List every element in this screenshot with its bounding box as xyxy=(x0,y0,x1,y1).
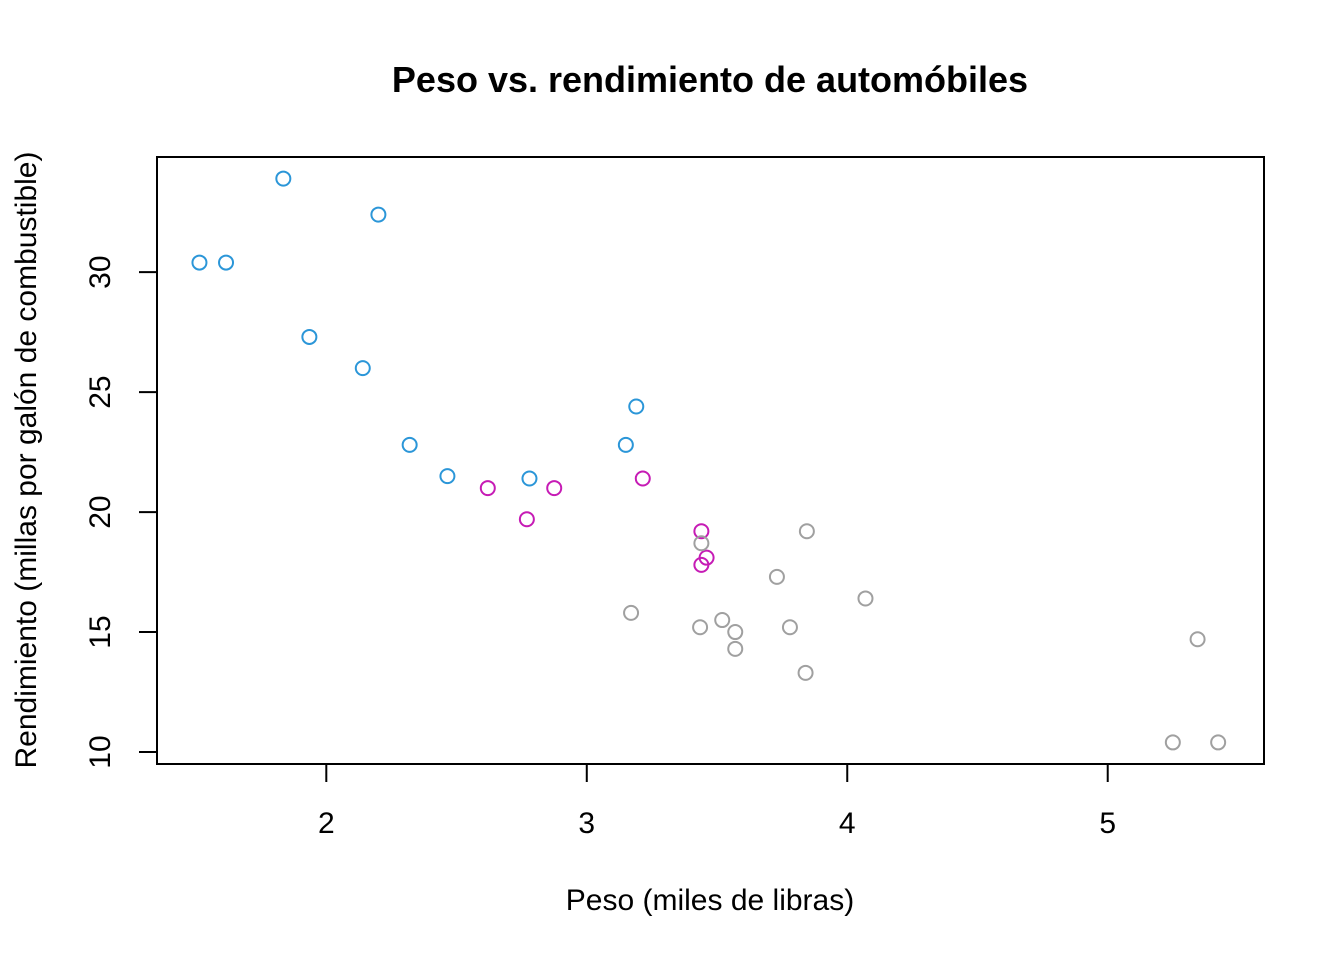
data-point xyxy=(1189,631,1206,648)
data-point xyxy=(628,398,645,415)
x-tick-label: 4 xyxy=(839,807,856,840)
y-tick-label: 20 xyxy=(84,495,117,528)
y-axis-label: Rendimiento (millas por galón de combust… xyxy=(10,152,43,769)
y-axis: 10 15 20 25 30 xyxy=(84,255,158,769)
plot-area xyxy=(156,156,1265,765)
data-point xyxy=(781,619,798,636)
data-point xyxy=(768,568,785,585)
data-point xyxy=(623,604,640,621)
data-point xyxy=(518,511,535,528)
x-axis-label: Peso (miles de libras) xyxy=(566,884,854,917)
y-tick-label: 15 xyxy=(84,615,117,648)
data-point xyxy=(1210,734,1227,751)
data-point xyxy=(354,360,371,377)
data-point xyxy=(617,436,634,453)
data-point xyxy=(698,549,715,566)
data-point xyxy=(693,535,710,552)
y-tick-label: 10 xyxy=(84,735,117,768)
y-tick-label: 25 xyxy=(84,375,117,408)
x-tick-label: 5 xyxy=(1099,807,1116,840)
data-point xyxy=(798,523,815,540)
data-point xyxy=(1164,734,1181,751)
data-point xyxy=(692,619,709,636)
data-point xyxy=(301,328,318,345)
data-point xyxy=(797,664,814,681)
data-point xyxy=(693,523,710,540)
data-point xyxy=(479,480,496,497)
x-tick-label: 3 xyxy=(578,807,595,840)
x-tick-label: 2 xyxy=(318,807,335,840)
data-point xyxy=(275,170,292,187)
data-point xyxy=(727,624,744,641)
data-point xyxy=(401,436,418,453)
x-axis: 2 3 4 5 xyxy=(318,763,1116,840)
data-point xyxy=(857,590,874,607)
data-point xyxy=(727,640,744,657)
data-point xyxy=(191,254,208,271)
data-points xyxy=(191,170,1227,751)
data-point xyxy=(714,612,731,629)
data-point xyxy=(370,206,387,223)
data-point xyxy=(218,254,235,271)
y-tick-label: 30 xyxy=(84,255,117,288)
data-point xyxy=(546,480,563,497)
data-point xyxy=(521,470,538,487)
data-point xyxy=(439,468,456,485)
data-point xyxy=(634,470,651,487)
chart-title: Peso vs. rendimiento de automóbiles xyxy=(392,59,1028,100)
